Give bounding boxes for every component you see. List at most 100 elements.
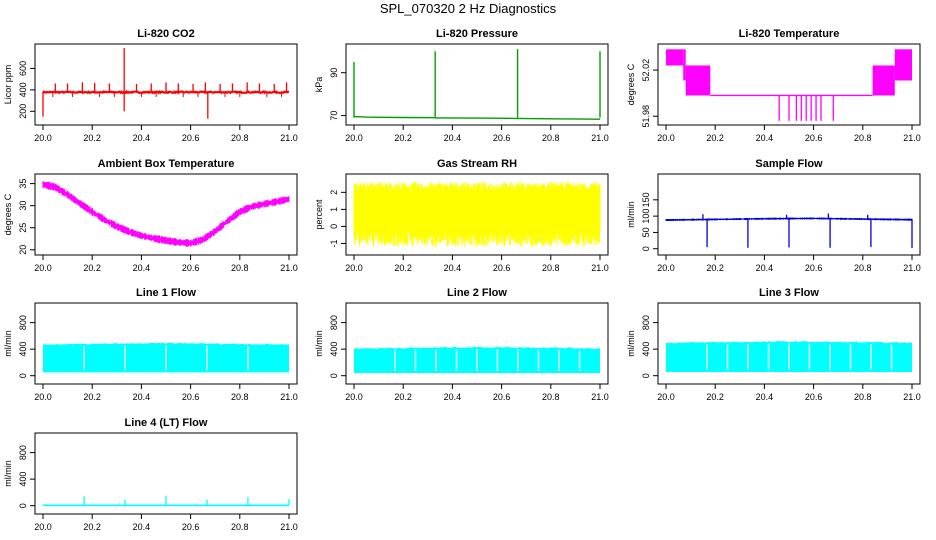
x-tick-label: 20.4 xyxy=(756,133,774,143)
x-tick-label: 20.6 xyxy=(493,263,511,273)
x-tick-label: 20.0 xyxy=(657,392,675,402)
y-tick-label: 800 xyxy=(329,315,339,330)
panel-title: Gas Stream RH xyxy=(437,158,517,170)
y-tick-label: 400 xyxy=(329,342,339,357)
x-tick-label: 20.4 xyxy=(444,263,462,273)
x-tick-label: 20.4 xyxy=(133,522,151,532)
panel-title: Li-820 CO2 xyxy=(137,28,194,40)
y-tick-label: 800 xyxy=(18,315,28,330)
x-tick-label: 20.6 xyxy=(182,522,200,532)
panel-10: Line 4 (LT) Flow ml/min 20.0 20.2 20.4 20.6 20… xyxy=(3,417,298,532)
x-tick-label: 20.0 xyxy=(345,392,363,402)
co2-series-line xyxy=(42,89,290,95)
plot-frame xyxy=(34,43,298,126)
y-tick-label: 1 xyxy=(329,207,339,212)
panel-title: Line 1 Flow xyxy=(136,287,196,299)
x-tick-label: 20.6 xyxy=(493,133,511,143)
x-tick-label: 20.6 xyxy=(805,392,823,402)
y-tick-label: 600 xyxy=(18,61,28,76)
x-tick-label: 20.8 xyxy=(231,133,249,143)
x-tick-label: 20.4 xyxy=(133,133,151,143)
x-tick-label: 20.0 xyxy=(34,522,52,532)
temp-toggle-block xyxy=(685,65,711,96)
data-layer xyxy=(353,182,601,247)
y-tick-label: 0 xyxy=(18,503,28,508)
y-tick-label: 800 xyxy=(641,315,651,330)
x-tick-label: 20.0 xyxy=(34,392,52,402)
data-layer xyxy=(354,346,600,374)
y-tick-label: 400 xyxy=(18,82,28,97)
x-tick-label: 21.0 xyxy=(280,263,298,273)
x-tick-label: 20.8 xyxy=(231,392,249,402)
x-tick-label: 21.0 xyxy=(591,133,609,143)
x-tick-label: 20.6 xyxy=(182,133,200,143)
temp-toggle-block xyxy=(666,49,684,66)
x-tick-label: 20.2 xyxy=(394,392,412,402)
plot-frame xyxy=(345,43,609,126)
panel-7: Line 1 Flow ml/min 20.0 20.2 20.4 20.6 20.8 21.… xyxy=(3,287,298,402)
x-tick-label: 20.4 xyxy=(444,133,462,143)
y-tick-label: 200 xyxy=(18,104,28,119)
y-tick-label: -1 xyxy=(329,239,339,247)
x-tick-label: 20.0 xyxy=(657,133,675,143)
y-tick-label: 50 xyxy=(641,227,651,237)
y-axis-label: ml/min xyxy=(3,460,13,487)
y-axis-label: percent xyxy=(314,199,324,230)
x-tick-label: 20.4 xyxy=(133,263,151,273)
x-tick-label: 20.2 xyxy=(706,133,724,143)
temp-toggle-block xyxy=(872,65,895,96)
x-tick-label: 20.6 xyxy=(493,392,511,402)
x-tick-label: 21.0 xyxy=(903,133,921,143)
x-tick-label: 21.0 xyxy=(903,392,921,402)
panel-title: Li-820 Temperature xyxy=(739,28,840,40)
y-tick-label: 0 xyxy=(18,373,28,378)
y-tick-label: 150 xyxy=(641,192,651,207)
y-tick-label: 2 xyxy=(329,190,339,195)
x-tick-label: 20.2 xyxy=(706,263,724,273)
panel-title: Line 2 Flow xyxy=(447,287,507,299)
panel-9: Line 3 Flow ml/min 20.0 20.2 20.4 20.6 20.8 21.… xyxy=(626,287,921,402)
x-tick-label: 20.0 xyxy=(34,133,52,143)
plot-frame xyxy=(345,302,609,385)
x-tick-label: 20.8 xyxy=(542,263,560,273)
y-axis-label: kPa xyxy=(314,77,324,93)
x-tick-label: 20.6 xyxy=(805,133,823,143)
data-layer xyxy=(666,49,912,121)
x-tick-label: 20.8 xyxy=(854,133,872,143)
y-tick-label: 0 xyxy=(641,373,651,378)
temp-toggle-block xyxy=(683,49,686,81)
x-tick-label: 20.4 xyxy=(756,263,774,273)
panel-title: Ambient Box Temperature xyxy=(98,158,235,170)
plot-frame xyxy=(345,173,609,256)
x-tick-label: 21.0 xyxy=(280,522,298,532)
plot-frame xyxy=(34,173,298,256)
panel-4: Ambient Box Temperature degrees C 20.0 20.2… xyxy=(3,158,298,273)
x-tick-label: 20.4 xyxy=(444,392,462,402)
pressure-series-line xyxy=(516,117,601,120)
panel-title: Line 3 Flow xyxy=(759,287,819,299)
y-axis-label: Licor ppm xyxy=(3,65,13,105)
plot-frame xyxy=(34,302,298,385)
x-tick-label: 21.0 xyxy=(591,263,609,273)
panel-3: Li-820 Temperature degrees C 20.0 20.2 20.4 2… xyxy=(626,28,921,143)
x-tick-label: 20.2 xyxy=(83,392,101,402)
plot-frame xyxy=(34,432,298,515)
x-tick-label: 20.2 xyxy=(83,133,101,143)
x-tick-label: 20.6 xyxy=(182,263,200,273)
y-tick-label: 25 xyxy=(18,223,28,233)
x-tick-label: 20.8 xyxy=(231,522,249,532)
y-axis-label: degrees C xyxy=(626,63,636,105)
panel-2: Li-820 Pressure kPa 20.0 20.2 20.4 20.6 20.8 21… xyxy=(314,28,609,143)
panel-title: Line 4 (LT) Flow xyxy=(125,417,208,429)
y-axis-label: degrees C xyxy=(3,193,13,235)
y-tick-label: 70 xyxy=(329,111,339,121)
panel-title: Sample Flow xyxy=(755,158,823,170)
x-tick-label: 20.8 xyxy=(854,263,872,273)
panel-8: Line 2 Flow ml/min 20.0 20.2 20.4 20.6 20.8 21.… xyxy=(314,287,609,402)
data-layer xyxy=(43,342,289,373)
x-tick-label: 20.4 xyxy=(756,392,774,402)
x-tick-label: 20.0 xyxy=(657,263,675,273)
y-tick-label: 0 xyxy=(641,246,651,251)
y-tick-label: 35 xyxy=(18,179,28,189)
x-tick-label: 20.8 xyxy=(542,392,560,402)
